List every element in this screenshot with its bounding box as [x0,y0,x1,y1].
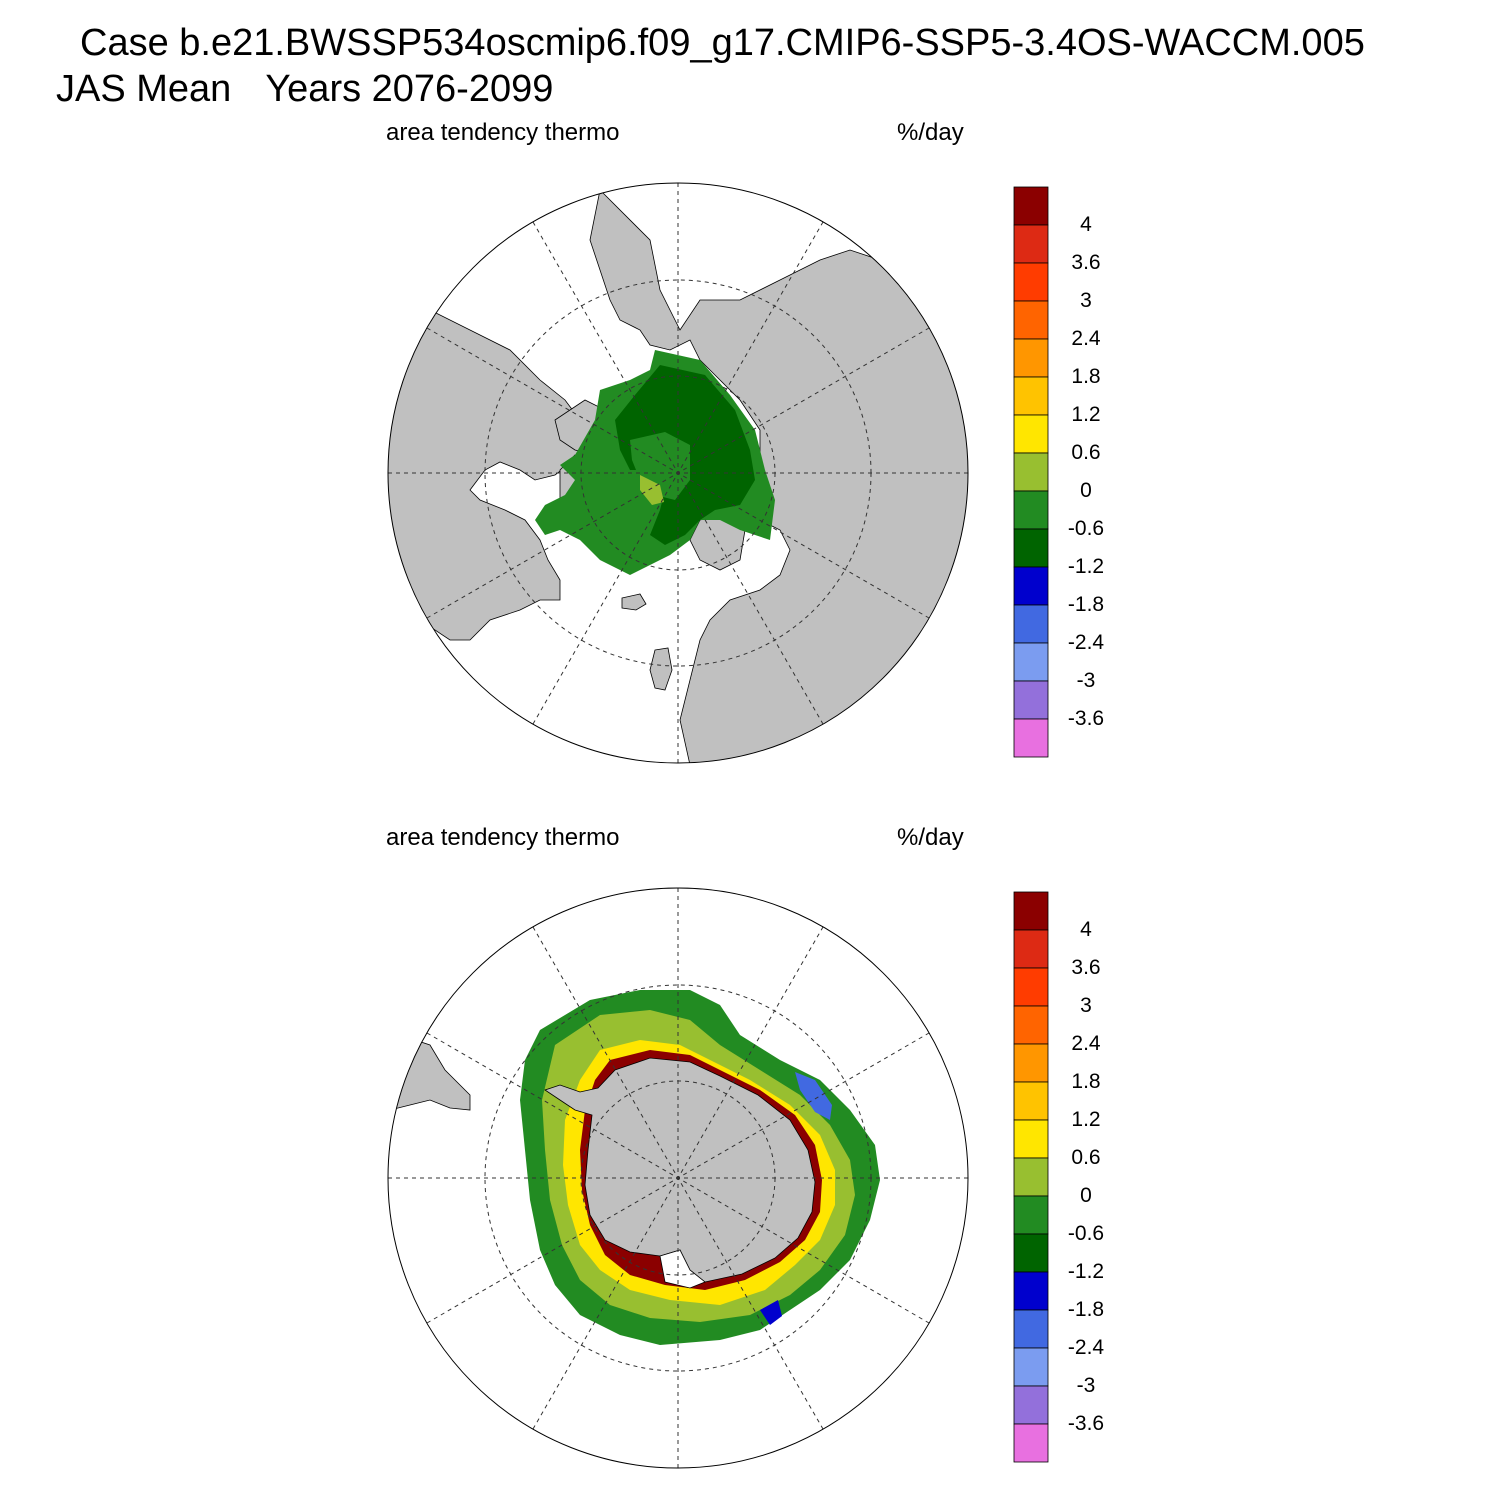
north-colorbar-swatch [1013,186,1049,226]
south-map-border [387,887,969,1469]
south-colorbar-swatch [1013,1005,1049,1045]
south-colorbar-tick-label: 0 [1080,1184,1092,1207]
north-colorbar-tick-label: -0.6 [1067,517,1105,540]
south-colorbar-swatch [1013,1309,1049,1349]
north-colorbar-swatch [1013,604,1049,644]
south-colorbar-swatch [1013,1423,1049,1463]
south-colorbar-tick-label: 1.2 [1071,1108,1101,1131]
years-label: Years 2076-2099 [265,68,554,110]
south-colorbar-tick-label: -3.6 [1067,1412,1105,1435]
north-colorbar-tick-label: 1.2 [1071,403,1101,426]
south-colorbar-tick-label: -1.8 [1067,1298,1105,1321]
south-panel-variable-label: area tendency thermo [386,824,620,851]
north-colorbar-swatch [1013,566,1049,606]
north-colorbar-swatch [1013,642,1049,682]
south-colorbar-tick-label: -3 [1076,1374,1096,1397]
north-colorbar-tick-label: -1.2 [1067,555,1105,578]
south-colorbar-swatch [1013,1385,1049,1425]
south-colorbar-tick-label: 3 [1080,994,1092,1017]
south-colorbar-tick-label: 2.4 [1071,1032,1101,1055]
south-colorbar-swatch [1013,891,1049,931]
north-colorbar [1013,186,1049,758]
north-colorbar-tick-label: 0.6 [1071,441,1101,464]
north-colorbar-tick-label: -3 [1076,669,1096,692]
north-colorbar-tick-label: 3 [1080,289,1092,312]
south-colorbar-tick-label: 3.6 [1071,956,1101,979]
north-colorbar-swatch [1013,452,1049,492]
north-colorbar-swatch [1013,300,1049,340]
north-colorbar-swatch [1013,376,1049,416]
north-colorbar-tick-label: 0 [1080,479,1092,502]
south-colorbar-swatch [1013,1233,1049,1273]
north-colorbar-tick-label: 3.6 [1071,251,1101,274]
north-panel-variable-label: area tendency thermo [386,119,620,146]
south-ross-ice-shelf [659,1249,706,1289]
south-panel-units-label: %/day [897,824,964,851]
north-colorbar-swatch [1013,224,1049,264]
south-colorbar-swatch [1013,1195,1049,1235]
south-colorbar-swatch [1013,967,1049,1007]
season-label: JAS Mean [56,68,232,110]
north-colorbar-tick-label: -2.4 [1067,631,1105,654]
north-colorbar-tick-label: 2.4 [1071,327,1101,350]
north-colorbar-swatch [1013,718,1049,758]
south-colorbar [1013,891,1049,1463]
south-colorbar-tick-label: -0.6 [1067,1222,1105,1245]
north-graticule [388,183,968,763]
north-map-border [387,182,969,764]
south-ice-negative-blue-2 [760,1300,782,1325]
south-colorbar-swatch [1013,1157,1049,1197]
figure-title-case: Case b.e21.BWSSP534oscmip6.f09_g17.CMIP6… [80,22,1365,64]
north-colorbar-tick-label: -1.8 [1067,593,1105,616]
north-ice-edge-positive [640,475,664,505]
south-graticule [388,888,968,1468]
north-colorbar-swatch [1013,414,1049,454]
figure-title-period: JAS Mean Years 2076-2099 [56,70,553,108]
north-panel-units-label: %/day [897,119,964,146]
north-colorbar-swatch [1013,490,1049,530]
north-colorbar-swatch [1013,680,1049,720]
south-colorbar-tick-label: -2.4 [1067,1336,1105,1359]
south-colorbar-swatch [1013,1271,1049,1311]
south-colorbar-swatch [1013,929,1049,969]
south-colorbar-tick-label: 4 [1080,918,1092,941]
north-british-isles [649,647,673,691]
north-colorbar-swatch [1013,528,1049,568]
south-colorbar-swatch [1013,1043,1049,1083]
south-colorbar-swatch [1013,1081,1049,1121]
north-colorbar-tick-label: 4 [1080,213,1092,236]
north-colorbar-swatch [1013,262,1049,302]
south-colorbar-tick-label: 1.8 [1071,1070,1101,1093]
north-polar-map [387,182,969,764]
south-colorbar-swatch [1013,1347,1049,1387]
south-colorbar-tick-label: 0.6 [1071,1146,1101,1169]
north-colorbar-tick-label: 1.8 [1071,365,1101,388]
north-colorbar-tick-label: -3.6 [1067,707,1105,730]
south-colorbar-tick-label: -1.2 [1067,1260,1105,1283]
south-polar-map [387,887,969,1469]
south-colorbar-swatch [1013,1119,1049,1159]
south-ice-negative-blue [795,1072,832,1120]
north-island-iceland [621,593,647,611]
north-colorbar-swatch [1013,338,1049,378]
